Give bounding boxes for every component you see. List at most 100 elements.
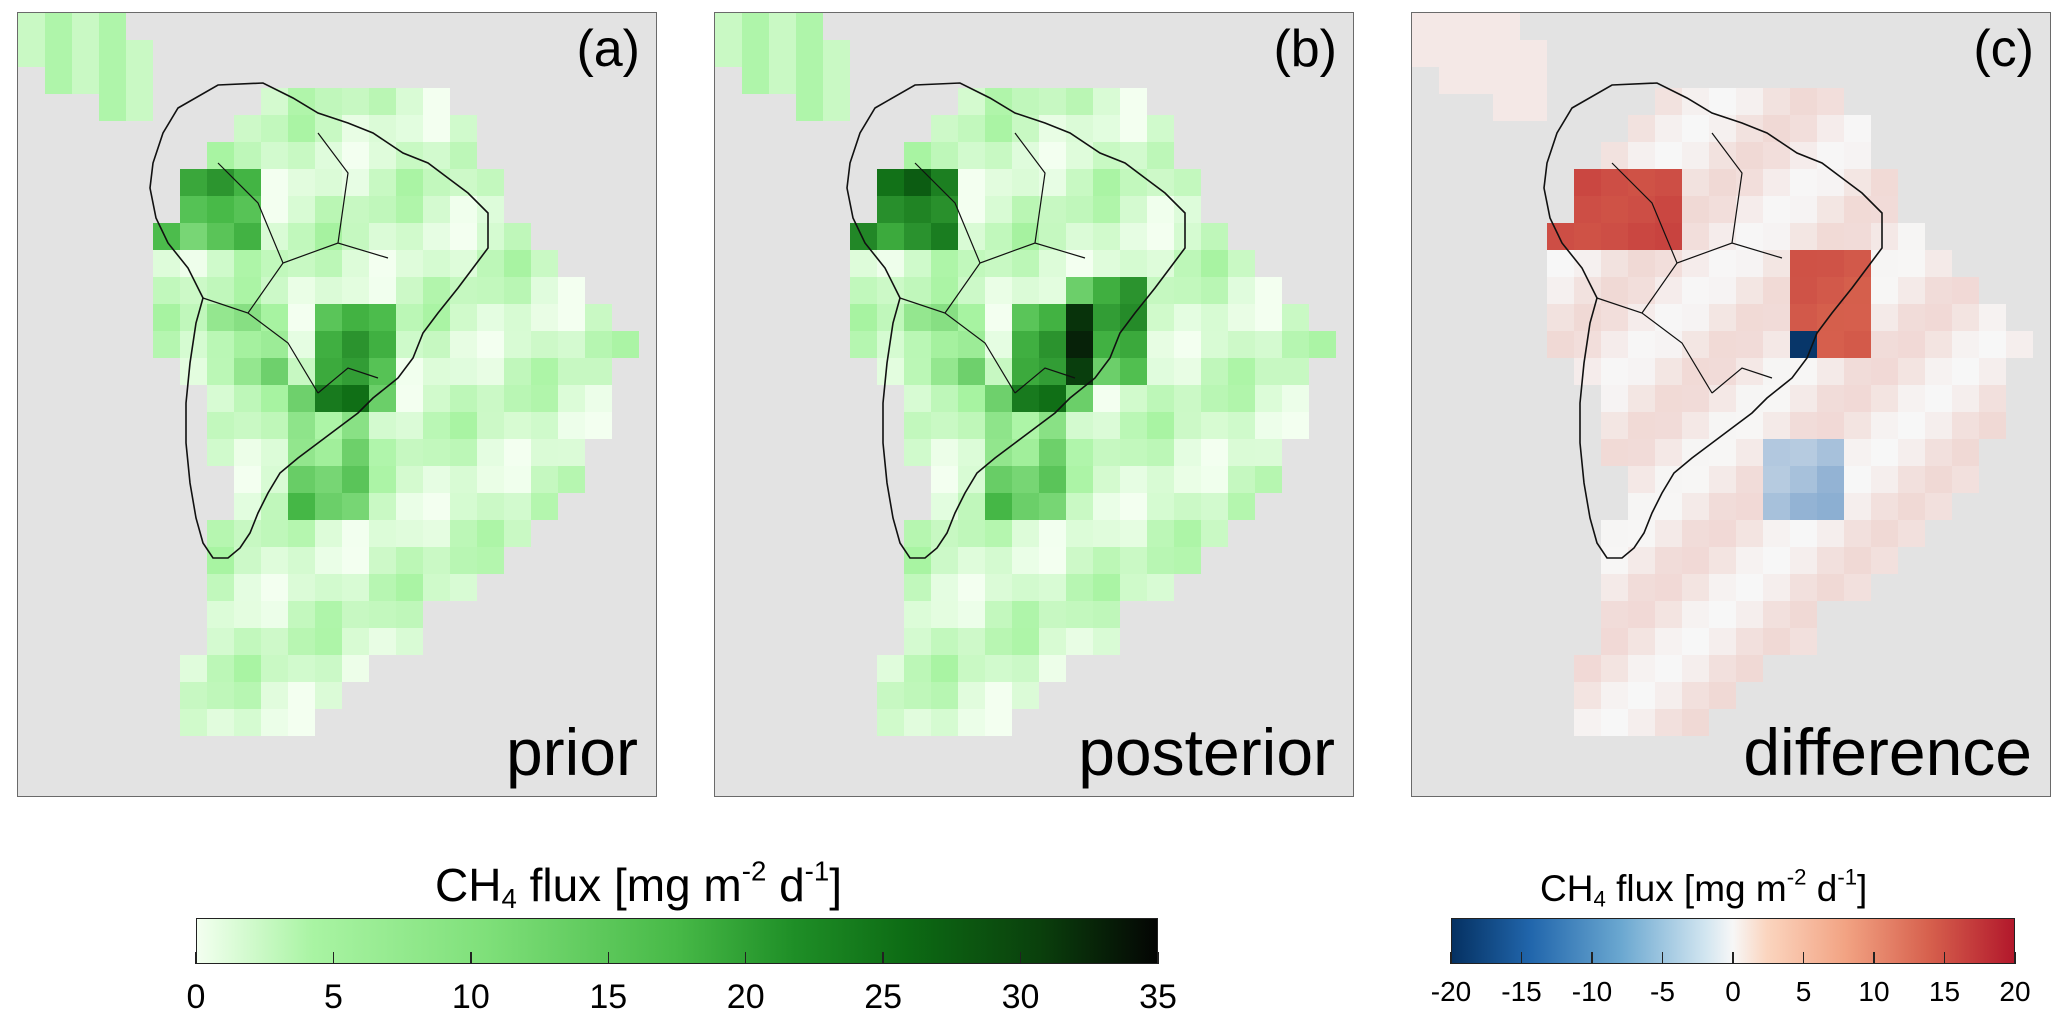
- country-borders: [202, 132, 389, 394]
- flux-cell: [342, 88, 369, 115]
- flux-cell: [1574, 169, 1601, 196]
- flux-cell: [288, 412, 315, 439]
- flux-cell: [477, 196, 504, 223]
- flux-cell: [1898, 466, 1925, 493]
- flux-cell: [1147, 331, 1174, 358]
- flux-cell: [423, 196, 450, 223]
- flux-cell: [558, 331, 585, 358]
- flux-cell: [1709, 196, 1736, 223]
- flux-cell: [369, 304, 396, 331]
- flux-cell: [1655, 574, 1682, 601]
- flux-cell: [1763, 466, 1790, 493]
- flux-cell: [931, 601, 958, 628]
- flux-cell: [796, 67, 823, 94]
- flux-cell: [1147, 385, 1174, 412]
- flux-cell: [958, 358, 985, 385]
- flux-cell: [1093, 169, 1120, 196]
- flux-cell: [369, 142, 396, 169]
- flux-cell: [958, 142, 985, 169]
- posterior-flux-map: [715, 13, 1336, 736]
- flux-cell: [1039, 493, 1066, 520]
- flux-cell: [1012, 574, 1039, 601]
- colorbar-tick-mark: [1661, 952, 1664, 964]
- flux-cell: [1174, 493, 1201, 520]
- flux-cell: [904, 250, 931, 277]
- flux-cell: [1012, 88, 1039, 115]
- flux-cell: [423, 115, 450, 142]
- flux-cell: [1682, 601, 1709, 628]
- flux-cell: [342, 628, 369, 655]
- flux-cell: [1574, 304, 1601, 331]
- flux-cell: [1655, 277, 1682, 304]
- flux-cell: [1763, 358, 1790, 385]
- flux-cell: [1093, 304, 1120, 331]
- flux-cell: [796, 94, 823, 121]
- flux-cell: [1817, 88, 1844, 115]
- flux-cell: [207, 223, 234, 250]
- flux-cell: [504, 412, 531, 439]
- flux-cell: [1093, 385, 1120, 412]
- flux-cell: [450, 439, 477, 466]
- flux-cell: [1682, 115, 1709, 142]
- flux-cell: [1547, 250, 1574, 277]
- flux-cell: [904, 601, 931, 628]
- flux-cell: [1601, 439, 1628, 466]
- flux-cell: [1520, 40, 1547, 67]
- flux-cell: [1709, 223, 1736, 250]
- flux-cell: [985, 385, 1012, 412]
- flux-cell: [1282, 412, 1309, 439]
- flux-cell: [958, 628, 985, 655]
- flux-cell: [1201, 520, 1228, 547]
- flux-cell: [288, 88, 315, 115]
- flux-cell: [288, 277, 315, 304]
- flux-cell: [396, 115, 423, 142]
- flux-cell: [261, 520, 288, 547]
- flux-cell: [1601, 520, 1628, 547]
- flux-cell: [1147, 196, 1174, 223]
- flux-cell: [180, 682, 207, 709]
- flux-cell: [396, 439, 423, 466]
- flux-cell: [1282, 385, 1309, 412]
- flux-cell: [1844, 439, 1871, 466]
- panel-label: difference: [1743, 715, 2032, 789]
- flux-cell: [1174, 304, 1201, 331]
- flux-cell: [207, 277, 234, 304]
- flux-cell: [1790, 574, 1817, 601]
- flux-cell: [1736, 385, 1763, 412]
- flux-cell: [315, 277, 342, 304]
- flux-cell: [1120, 196, 1147, 223]
- flux-cell: [99, 40, 126, 67]
- flux-cell: [1093, 250, 1120, 277]
- colorbar-tick-mark: [1591, 952, 1593, 964]
- flux-cell: [1898, 439, 1925, 466]
- flux-cell: [342, 412, 369, 439]
- flux-cell: [45, 40, 72, 67]
- flux-cell: [1709, 466, 1736, 493]
- flux-cell: [450, 358, 477, 385]
- flux-cell: [1844, 142, 1871, 169]
- flux-cell: [1093, 439, 1120, 466]
- flux-cell: [1979, 304, 2006, 331]
- flux-cell: [261, 601, 288, 628]
- flux-cell: [1925, 385, 1952, 412]
- flux-colorbar-title: CH4 flux [mg m-2 d-1]: [435, 855, 842, 914]
- flux-cell: [1682, 169, 1709, 196]
- colorbar-tick-label: 0: [186, 978, 206, 1016]
- flux-cell: [1790, 547, 1817, 574]
- flux-cell: [1174, 385, 1201, 412]
- flux-cell: [1201, 223, 1228, 250]
- flux-cell: [931, 115, 958, 142]
- flux-cell: [315, 250, 342, 277]
- flux-cell: [126, 67, 153, 94]
- flux-cell: [531, 331, 558, 358]
- flux-cell: [531, 304, 558, 331]
- flux-cell: [1466, 40, 1493, 67]
- flux-cell: [796, 13, 823, 40]
- flux-cell: [931, 466, 958, 493]
- flux-cell: [1147, 574, 1174, 601]
- flux-cell: [1925, 331, 1952, 358]
- flux-cell: [288, 628, 315, 655]
- flux-cell: [1066, 493, 1093, 520]
- flux-cell: [1844, 196, 1871, 223]
- flux-cell: [1655, 250, 1682, 277]
